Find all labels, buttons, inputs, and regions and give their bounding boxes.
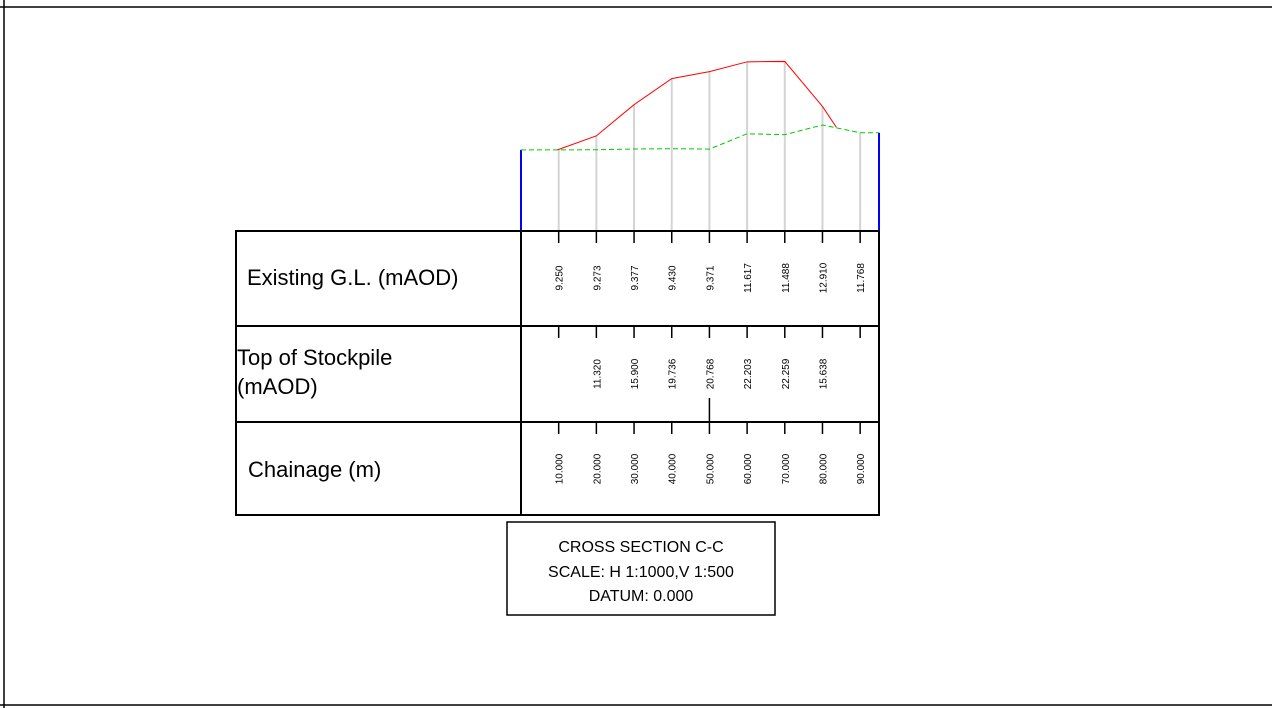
existing-gl-value: 11.768 — [856, 263, 867, 293]
existing-gl-value: 11.617 — [743, 263, 754, 293]
chainage-row-label: Chainage (m) — [248, 457, 381, 482]
stockpile-value: 15.638 — [818, 358, 829, 389]
chainage-value: 10.000 — [555, 453, 566, 484]
datum-text: DATUM: 0.000 — [589, 588, 694, 605]
section-title: CROSS SECTION C-C — [558, 539, 723, 556]
existing-gl-value: 9.377 — [630, 265, 641, 290]
top-of-stockpile-line — [557, 60, 837, 151]
existing-gl-value: 9.430 — [668, 265, 679, 290]
stockpile-row-label-line1: Top of Stockpile — [237, 345, 392, 370]
profile-lines — [520, 60, 880, 231]
existing-gl-value: 12.910 — [818, 262, 829, 293]
stockpile-value: 22.203 — [743, 358, 754, 389]
stockpile-value: 11.320 — [592, 359, 603, 389]
existing-gl-value: 9.250 — [555, 265, 566, 290]
stockpile-value: 15.900 — [630, 358, 641, 389]
row-values: 9.250 9.273 9.377 9.430 9.371 11.617 11.488 12.… — [555, 231, 867, 484]
stockpile-row-label-line2: (mAOD) — [237, 374, 318, 399]
existing-gl-value: 11.488 — [781, 263, 792, 293]
stockpile-value: 22.259 — [781, 358, 792, 389]
chainage-value: 60.000 — [743, 453, 754, 484]
data-table — [235, 230, 880, 516]
existing-ground-line — [521, 124, 879, 151]
scale-text: SCALE: H 1:1000,V 1:500 — [548, 564, 734, 581]
chainage-value: 50.000 — [705, 453, 716, 484]
chainage-value: 90.000 — [856, 453, 867, 484]
chainage-value: 40.000 — [668, 453, 679, 484]
chainage-value: 80.000 — [818, 453, 829, 484]
chainage-value: 30.000 — [630, 453, 641, 484]
title-block: CROSS SECTION C-C SCALE: H 1:1000,V 1:50… — [506, 521, 776, 616]
stockpile-value: 20.768 — [705, 358, 716, 389]
chainage-value: 20.000 — [592, 453, 603, 484]
profile-grid — [557, 61, 862, 231]
existing-gl-value: 9.273 — [592, 265, 603, 290]
stockpile-value: 19.736 — [668, 358, 679, 389]
existing-gl-row-label: Existing G.L. (mAOD) — [247, 265, 458, 290]
chainage-value: 70.000 — [781, 453, 792, 484]
existing-gl-value: 9.371 — [705, 265, 716, 290]
